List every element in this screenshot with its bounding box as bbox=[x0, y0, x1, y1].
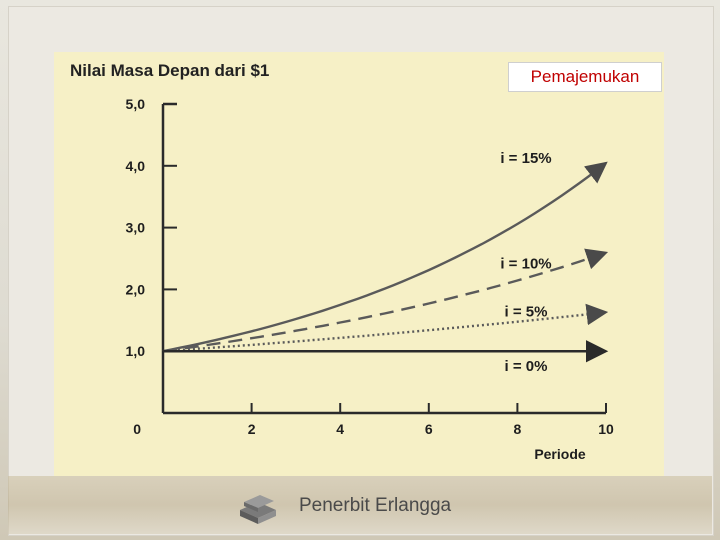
chart-card bbox=[54, 52, 664, 476]
book-stack-icon bbox=[240, 495, 276, 524]
y-tick-label: 1,0 bbox=[126, 343, 146, 359]
x-axis-label: Periode bbox=[534, 446, 586, 462]
footer-band bbox=[8, 476, 712, 534]
y-tick-label: 5,0 bbox=[126, 96, 146, 112]
series-line-15 bbox=[162, 161, 608, 353]
y-tick-label: 4,0 bbox=[126, 158, 146, 174]
series-label: i = 10% bbox=[500, 256, 551, 273]
series-label: i = 5% bbox=[505, 303, 548, 320]
origin-tick-label: 0 bbox=[133, 421, 141, 437]
future-value-chart: Nilai Masa Depan dari $1 1,0 2,0 3,0 4,0 5,0… bbox=[70, 61, 614, 462]
x-tick-label: 10 bbox=[598, 421, 614, 437]
series-label: i = 0% bbox=[505, 358, 548, 375]
axes bbox=[161, 102, 606, 415]
publisher-name: Penerbit Erlangga bbox=[299, 495, 452, 516]
y-tick-label: 2,0 bbox=[126, 281, 146, 297]
x-tick-label: 8 bbox=[514, 421, 522, 437]
chart-title: Nilai Masa Depan dari $1 bbox=[70, 61, 269, 80]
pemajemukan-badge: Pemajemukan bbox=[508, 62, 662, 92]
x-tick-label: 6 bbox=[425, 421, 433, 437]
y-tick-label: 3,0 bbox=[126, 220, 146, 236]
x-tick-label: 4 bbox=[336, 421, 344, 437]
series-line-5 bbox=[162, 303, 609, 353]
series-line-10 bbox=[162, 248, 609, 353]
x-tick-label: 2 bbox=[248, 421, 256, 437]
series-label: i = 15% bbox=[500, 150, 551, 167]
